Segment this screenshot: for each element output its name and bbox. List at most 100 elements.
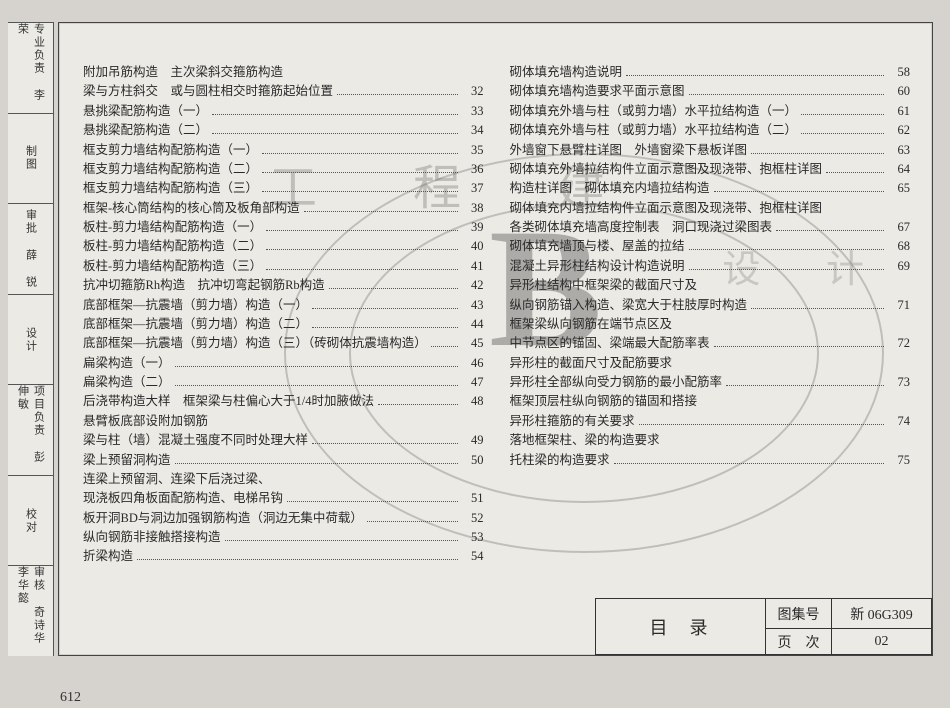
toc-entry-title: 梁与柱（墙）混凝土强度不同时处理大样 [83, 431, 308, 450]
spine-cell: 审核 奇诗华 李华懿 [8, 565, 53, 656]
toc-entry: 梁与柱（墙）混凝土强度不同时处理大样 49 [83, 431, 484, 450]
toc-entry: 板柱-剪力墙结构配筋构造（二） 40 [83, 237, 484, 256]
page-frame: B 工 程 建 设 计 附加吊筋构造 主次梁斜交箍筋构造梁与方柱斜交 或与圆柱相… [58, 22, 933, 656]
left-spine: 专业负责 李 荣 制图 审批 薛 锐 设计 项目负责 彭伸敏 校对 审核 奇诗华… [8, 22, 54, 656]
titleblock-val-2: 02 [832, 629, 932, 655]
toc-entry: 悬挑梁配筋构造（一）33 [83, 102, 484, 121]
toc-entry-page: 65 [888, 179, 910, 198]
toc-entry-title: 框支剪力墙结构配筋构造（三） [83, 179, 258, 198]
toc-entry-page: 34 [462, 121, 484, 140]
titleblock: 目录 图集号 新 06G309 页 次 02 [595, 598, 932, 655]
spine-cell: 制图 [8, 113, 53, 204]
toc-entry: 悬臂板底部设附加钢筋 [83, 412, 484, 431]
toc-entry-title: 异形柱箍筋的有关要求 [510, 412, 635, 431]
toc-entry-title: 砌体填充墙构造说明 [510, 63, 623, 82]
toc-entry: 框支剪力墙结构配筋构造（一）35 [83, 141, 484, 160]
toc-entry-leader [751, 308, 884, 309]
toc-entry: 砌体填充外墙拉结构件立面示意图及现浇带、抱框柱详图64 [510, 160, 911, 179]
titleblock-mulu: 目录 [596, 599, 766, 655]
toc-entry: 板柱-剪力墙结构配筋构造（一）39 [83, 218, 484, 237]
toc-entry-leader [801, 133, 884, 134]
toc-entry-leader [225, 540, 458, 541]
toc-entry: 框支剪力墙结构配筋构造（三） 37 [83, 179, 484, 198]
toc-entry-page: 35 [462, 141, 484, 160]
toc-entry-page: 72 [888, 334, 910, 353]
toc-entry-page: 43 [462, 296, 484, 315]
toc-entry: 纵向钢筋非接触搭接构造53 [83, 528, 484, 547]
toc-entry-title: 板柱-剪力墙结构配筋构造（二） [83, 237, 262, 256]
toc-entry: 纵向钢筋锚入构造、梁宽大于柱肢厚时构造71 [510, 296, 911, 315]
toc-entry: 异形柱全部纵向受力钢筋的最小配筋率 73 [510, 373, 911, 392]
toc-entry-leader [287, 501, 457, 502]
toc-entry: 抗冲切箍筋Rh构造 抗冲切弯起钢筋Rb构造 42 [83, 276, 484, 295]
toc-entry-title: 底部框架—抗震墙（剪力墙）构造（二） [83, 315, 308, 334]
toc-entry-page: 62 [888, 121, 910, 140]
toc-entry-leader [367, 521, 458, 522]
toc-entry: 附加吊筋构造 主次梁斜交箍筋构造 [83, 63, 484, 82]
scan-page-number: 612 [60, 690, 81, 706]
toc-entry-title: 抗冲切箍筋Rh构造 抗冲切弯起钢筋Rb构造 [83, 276, 325, 295]
toc-entry-page: 60 [888, 82, 910, 101]
toc-entry-page: 49 [462, 431, 484, 450]
toc-entry: 框架梁纵向钢筋在端节点区及 [510, 315, 911, 334]
toc-entry-page: 53 [462, 528, 484, 547]
toc-entry-leader [262, 172, 457, 173]
toc-entry-page: 68 [888, 237, 910, 256]
toc-entry-title: 落地框架柱、梁的构造要求 [510, 431, 660, 450]
toc-entry-title: 梁与方柱斜交 或与圆柱相交时箍筋起始位置 [83, 82, 333, 101]
toc-entry-title: 附加吊筋构造 主次梁斜交箍筋构造 [83, 63, 283, 82]
toc-entry-leader [212, 133, 457, 134]
toc-entry-title: 现浇板四角板面配筋构造、电梯吊钩 [83, 489, 283, 508]
toc-entry-leader [329, 288, 458, 289]
toc-entry: 底部框架—抗震墙（剪力墙）构造（二）44 [83, 315, 484, 334]
toc-entry-title: 折梁构造 [83, 547, 133, 566]
toc-entry-page: 40 [462, 237, 484, 256]
toc-entry-page: 75 [888, 451, 910, 470]
toc-entry-leader [714, 191, 884, 192]
toc-entry: 砌体填充外墙与柱（或剪力墙）水平拉结构造（二）62 [510, 121, 911, 140]
toc-entry-leader [431, 346, 458, 347]
toc-entry-leader [266, 269, 457, 270]
toc-entry-page: 54 [462, 547, 484, 566]
toc-entry: 外墙窗下悬臂柱详图 外墙窗梁下悬板详图63 [510, 141, 911, 160]
toc-entry: 砌体填充墙顶与楼、屋盖的拉结 68 [510, 237, 911, 256]
toc-entry-page: 71 [888, 296, 910, 315]
toc-entry: 混凝土异形柱结构设计构造说明 69 [510, 257, 911, 276]
toc-entry: 异形柱的截面尺寸及配筋要求 [510, 354, 911, 373]
toc-entry-page: 73 [888, 373, 910, 392]
toc-entry-title: 中节点区的锚固、梁端最大配筋率表 [510, 334, 710, 353]
toc-entry-page: 69 [888, 257, 910, 276]
titleblock-key-2: 页 次 [766, 629, 832, 655]
toc-entry: 梁与方柱斜交 或与圆柱相交时箍筋起始位置32 [83, 82, 484, 101]
toc-entry: 构造柱详图 砌体填充内墙拉结构造65 [510, 179, 911, 198]
toc-entry-leader [801, 114, 884, 115]
toc-entry-leader [266, 230, 457, 231]
toc-entry-leader [689, 249, 884, 250]
toc-entry-leader [614, 463, 884, 464]
toc-entry-leader [726, 385, 884, 386]
toc-entry-page: 37 [462, 179, 484, 198]
toc-entry-page: 42 [462, 276, 484, 295]
toc-entry-leader [751, 153, 884, 154]
toc-entry: 砌体填充外墙与柱（或剪力墙）水平拉结构造（一） 61 [510, 102, 911, 121]
toc-entry-leader [175, 463, 458, 464]
toc-entry-page: 36 [462, 160, 484, 179]
spine-cell: 项目负责 彭伸敏 [8, 384, 53, 475]
toc-entry-leader [689, 94, 884, 95]
toc-entry-title: 砌体填充外墙与柱（或剪力墙）水平拉结构造（一） [510, 102, 798, 121]
toc-entry: 底部框架—抗震墙（剪力墙）构造（三）（砖砌体抗震墙构造）45 [83, 334, 484, 353]
toc-entry-page: 63 [888, 141, 910, 160]
toc-entry: 异形柱箍筋的有关要求74 [510, 412, 911, 431]
toc-entry-page: 58 [888, 63, 910, 82]
toc-entry-leader [826, 172, 884, 173]
toc-entry-title: 异形柱全部纵向受力钢筋的最小配筋率 [510, 373, 723, 392]
toc-entry-leader [312, 308, 457, 309]
toc-entry-title: 悬挑梁配筋构造（二） [83, 121, 208, 140]
toc-entry-title: 混凝土异形柱结构设计构造说明 [510, 257, 685, 276]
toc-entry-page: 64 [888, 160, 910, 179]
toc-entry-title: 悬挑梁配筋构造（一） [83, 102, 208, 121]
toc-entry-leader [262, 153, 457, 154]
toc-entry-page: 61 [888, 102, 910, 121]
toc-entry-title: 砌体填充墙顶与楼、屋盖的拉结 [510, 237, 685, 256]
toc-entry-title: 梁上预留洞构造 [83, 451, 171, 470]
